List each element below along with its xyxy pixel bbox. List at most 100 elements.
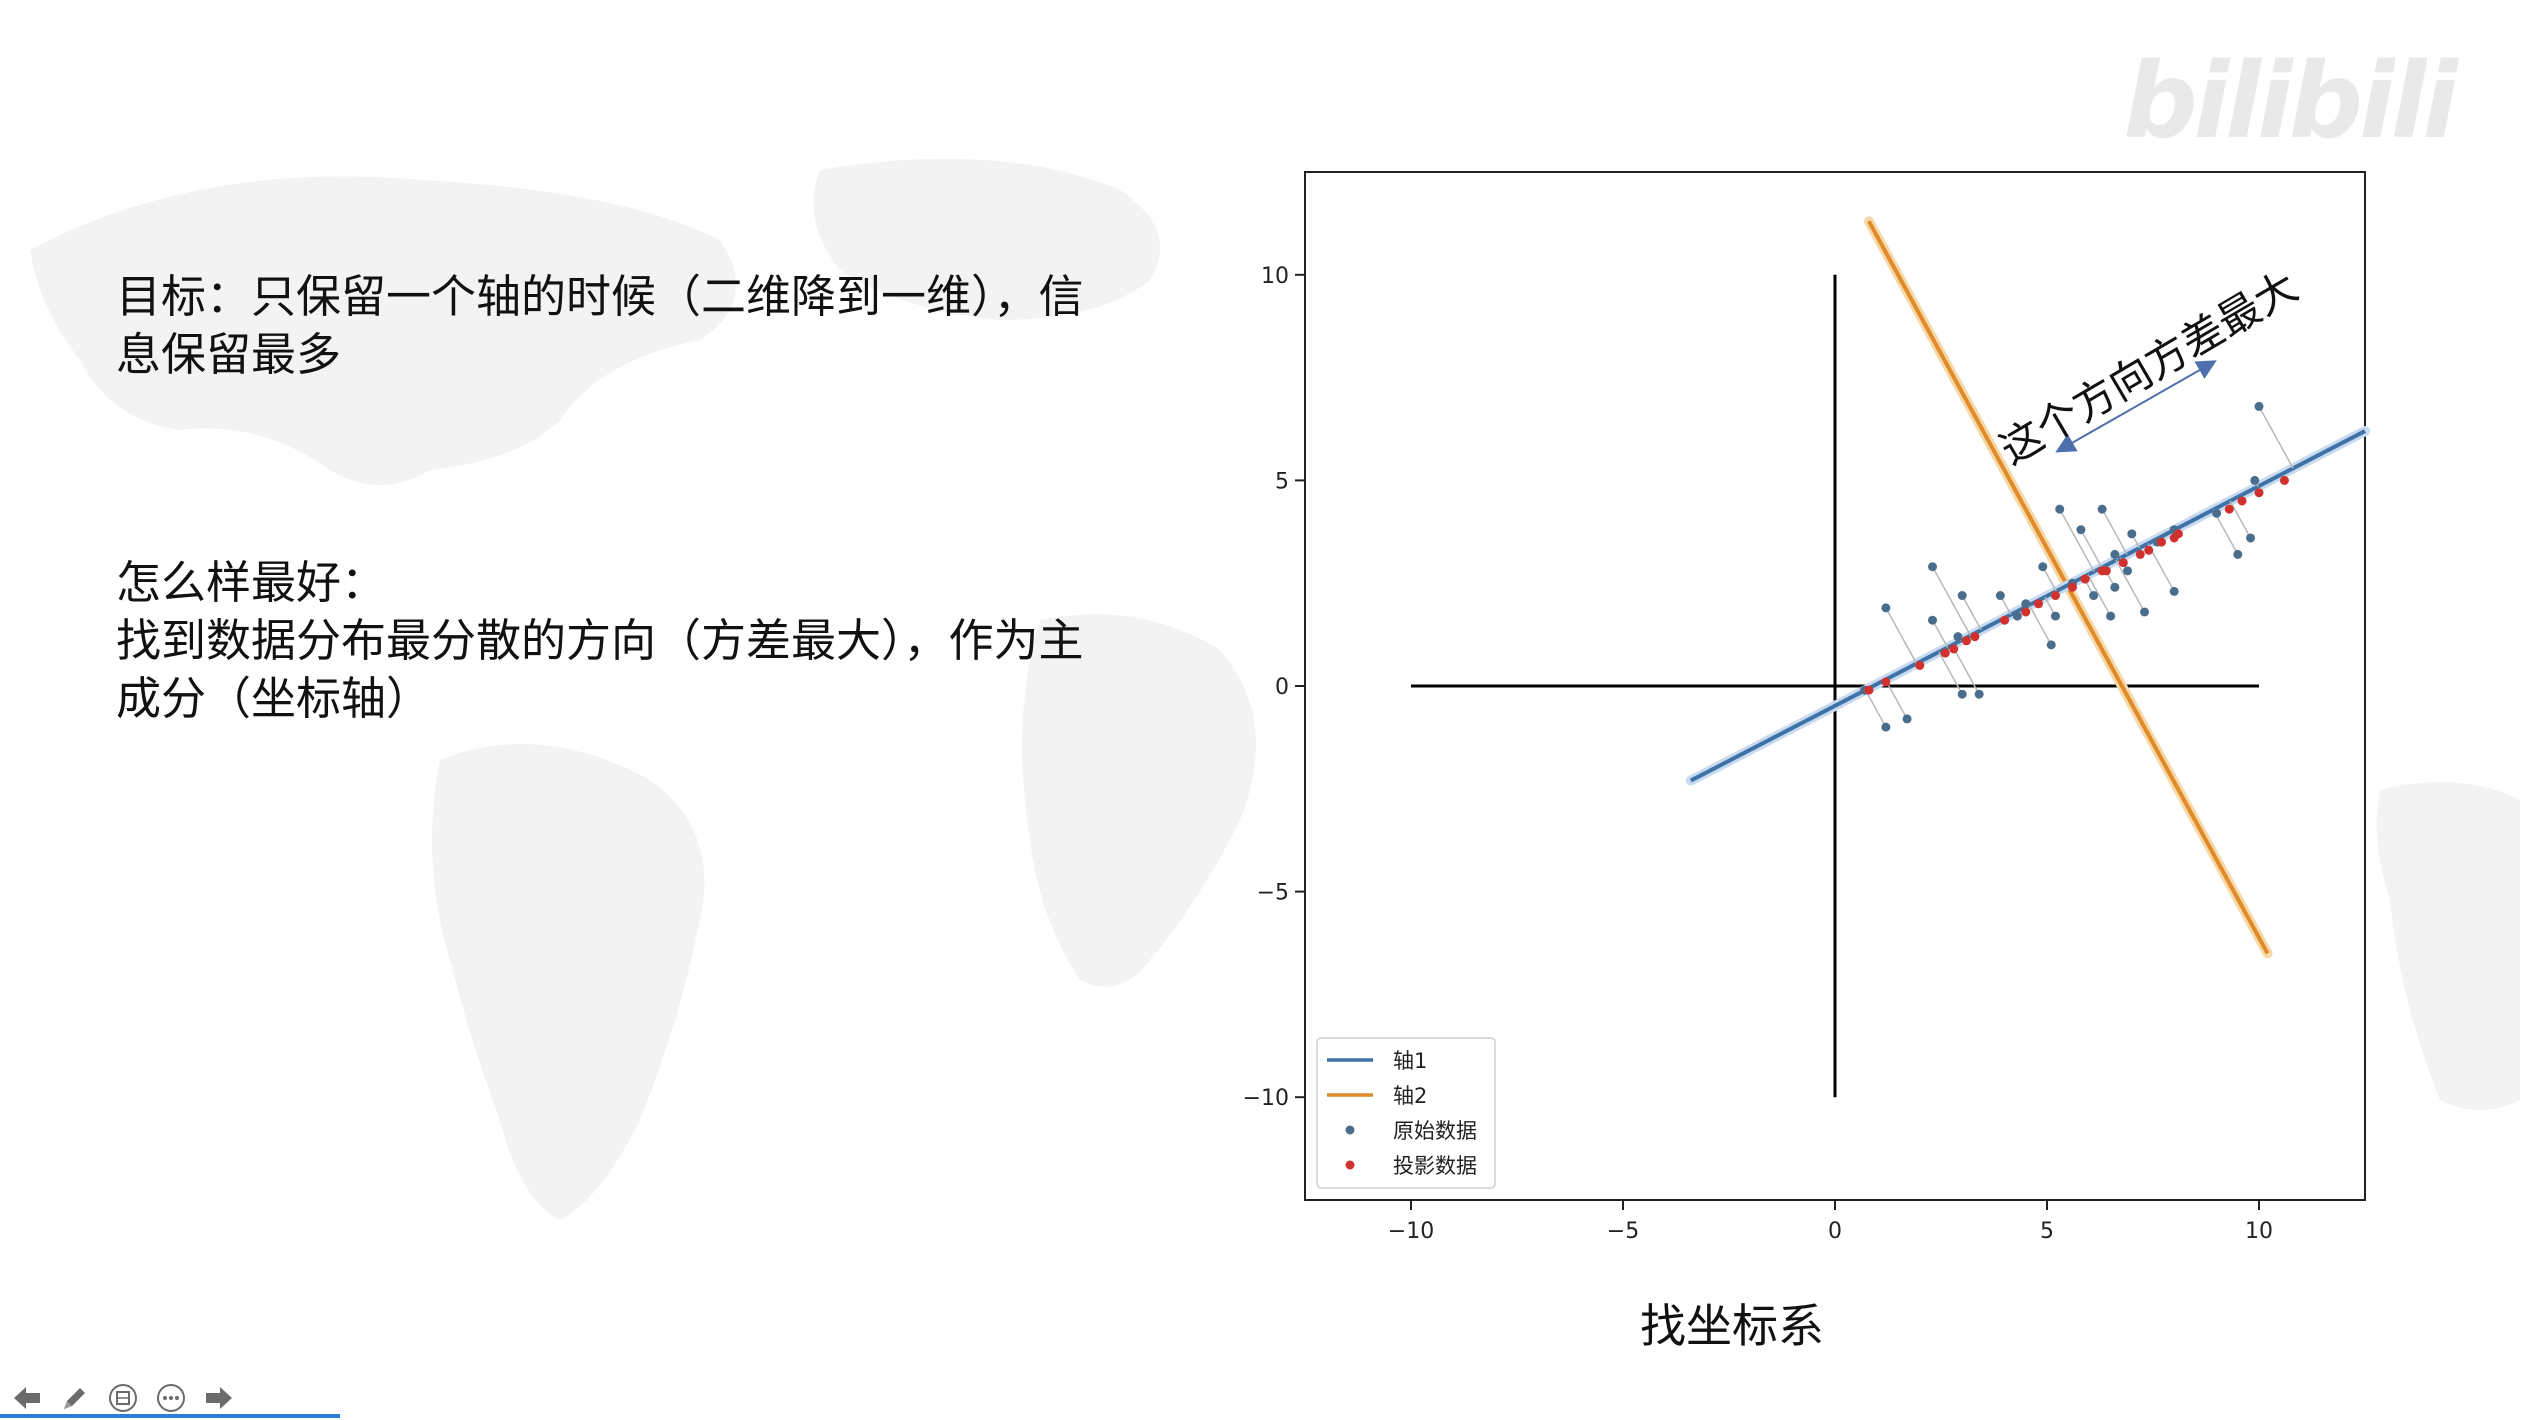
- projected-data-point: [2000, 615, 2010, 625]
- slide-overview-button[interactable]: [104, 1380, 142, 1416]
- projection-connector: [1931, 619, 1949, 648]
- projected-data-point: [2118, 558, 2128, 568]
- legend-label: 轴1: [1393, 1049, 1427, 1073]
- projected-data-point: [2237, 496, 2247, 506]
- pen-icon: [64, 1388, 85, 1409]
- arrow-left-icon: [14, 1387, 40, 1409]
- projection-connector: [1951, 644, 1980, 695]
- projection-connector: [2258, 406, 2294, 469]
- original-data-point: [2076, 525, 2086, 535]
- goal-line-2: 息保留最多: [116, 328, 342, 381]
- projection-connector: [2229, 500, 2252, 539]
- projected-data-point: [2021, 607, 2031, 617]
- pen-tool-button[interactable]: [56, 1380, 94, 1416]
- original-data-point: [2233, 549, 2243, 559]
- original-data-point: [1957, 689, 1967, 699]
- projected-data-point: [1915, 660, 1925, 670]
- axis-ticks: −10 −5 0 5 10 −10 −5 0 5 10: [1243, 264, 2273, 1244]
- projected-data-point: [2080, 574, 2090, 584]
- legend-box: [1316, 1037, 1496, 1189]
- original-data-point: [1928, 615, 1938, 625]
- original-data-point: [1953, 632, 1963, 642]
- original-data-point: [2127, 529, 2137, 539]
- original-data-point: [2089, 591, 2099, 601]
- legend-dot-swatch: [1345, 1160, 1355, 1170]
- projection-connector: [2101, 508, 2128, 555]
- original-data-point: [1995, 591, 2005, 601]
- variance-arrow: [2055, 360, 2217, 453]
- best-approach-line-2: 成分（坐标轴）: [116, 672, 432, 725]
- original-data-point: [2012, 611, 2022, 621]
- legend-label: 原始数据: [1393, 1119, 1477, 1143]
- projection-connector: [1961, 595, 1982, 631]
- original-data-point: [2123, 566, 2133, 576]
- projected-data-point: [2050, 591, 2060, 601]
- best-approach-text-block: 怎么样最好： 找到数据分布最分散的方向（方差最大），作为主 成分（坐标轴）: [116, 554, 1176, 728]
- original-data-point: [2021, 599, 2031, 609]
- projection-connector: [1938, 651, 1963, 695]
- original-data-point: [2110, 582, 2120, 592]
- projection-connector: [2115, 559, 2146, 613]
- x-tick-label: 10: [2245, 1219, 2273, 1244]
- original-data-point: [2254, 401, 2264, 411]
- x-tick-label: −10: [1388, 1219, 1434, 1244]
- projected-data-point: [2101, 566, 2111, 576]
- projected-data-point: [1961, 636, 1971, 646]
- original-data-point: [1902, 714, 1912, 724]
- previous-slide-button[interactable]: [8, 1380, 46, 1416]
- y-tick-label: 5: [1275, 469, 1289, 494]
- original-data-point: [1957, 591, 1967, 601]
- original-data-point: [2050, 611, 2060, 621]
- more-options-button[interactable]: [152, 1380, 190, 1416]
- original-data-point: [2246, 533, 2256, 543]
- y-tick-label: 10: [1261, 264, 1289, 289]
- slide-progress-fill: [0, 1414, 340, 1418]
- x-tick-label: 5: [2040, 1219, 2054, 1244]
- y-tick-label: −5: [1257, 881, 1289, 906]
- bilibili-watermark: bilibili: [2123, 40, 2458, 162]
- original-data-point: [1928, 562, 1938, 572]
- legend-label: 投影数据: [1393, 1154, 1477, 1178]
- projected-data-point: [2279, 475, 2289, 485]
- projection-connector: [2059, 508, 2095, 572]
- projection-connector: [1931, 566, 1972, 636]
- projection-connector: [2042, 566, 2057, 592]
- original-data-point: [1881, 603, 1891, 613]
- projection-connector: [2087, 574, 2112, 617]
- legend-dot-swatch: [1345, 1125, 1355, 1135]
- projection-connector: [1864, 689, 1887, 728]
- projected-data-point: [2034, 599, 2044, 609]
- original-data-point: [2106, 611, 2116, 621]
- original-data-point: [2046, 640, 2056, 650]
- projected-data-point: [1881, 677, 1891, 687]
- projection-connector: [2028, 604, 2052, 646]
- projected-data-point: [1940, 648, 1950, 658]
- projection-connector: [2080, 529, 2103, 568]
- next-slide-button[interactable]: [200, 1380, 238, 1416]
- projection-connector: [1884, 679, 1908, 720]
- projected-data-point: [1864, 685, 1874, 695]
- arrow-right-icon: [206, 1387, 232, 1409]
- projected-data-point: [2156, 537, 2166, 547]
- projected-data-point: [2224, 504, 2234, 514]
- legend-label: 轴2: [1393, 1084, 1427, 1108]
- goal-line-1: 目标：只保留一个轴的时候（二维降到一维），信: [116, 270, 1084, 323]
- original-data-point: [2169, 586, 2179, 596]
- original-data-point: [2140, 607, 2150, 617]
- goal-text-block: 目标：只保留一个轴的时候（二维降到一维），信 息保留最多: [116, 268, 1176, 384]
- original-data-point: [2212, 508, 2222, 518]
- x-tick-label: −5: [1607, 1219, 1639, 1244]
- original-data-point: [1881, 722, 1891, 732]
- original-data-point: [1974, 689, 1984, 699]
- more-dots-icon: [157, 1384, 185, 1412]
- data-points: [1860, 401, 2289, 732]
- slides-grid-icon: [109, 1384, 137, 1412]
- chart-caption: 找坐标系: [1640, 1299, 1824, 1353]
- projected-data-point: [2135, 549, 2145, 559]
- y-tick-label: 0: [1275, 675, 1289, 700]
- y-tick-label: −10: [1243, 1086, 1289, 1111]
- slide-progress-bar: [0, 1414, 2526, 1420]
